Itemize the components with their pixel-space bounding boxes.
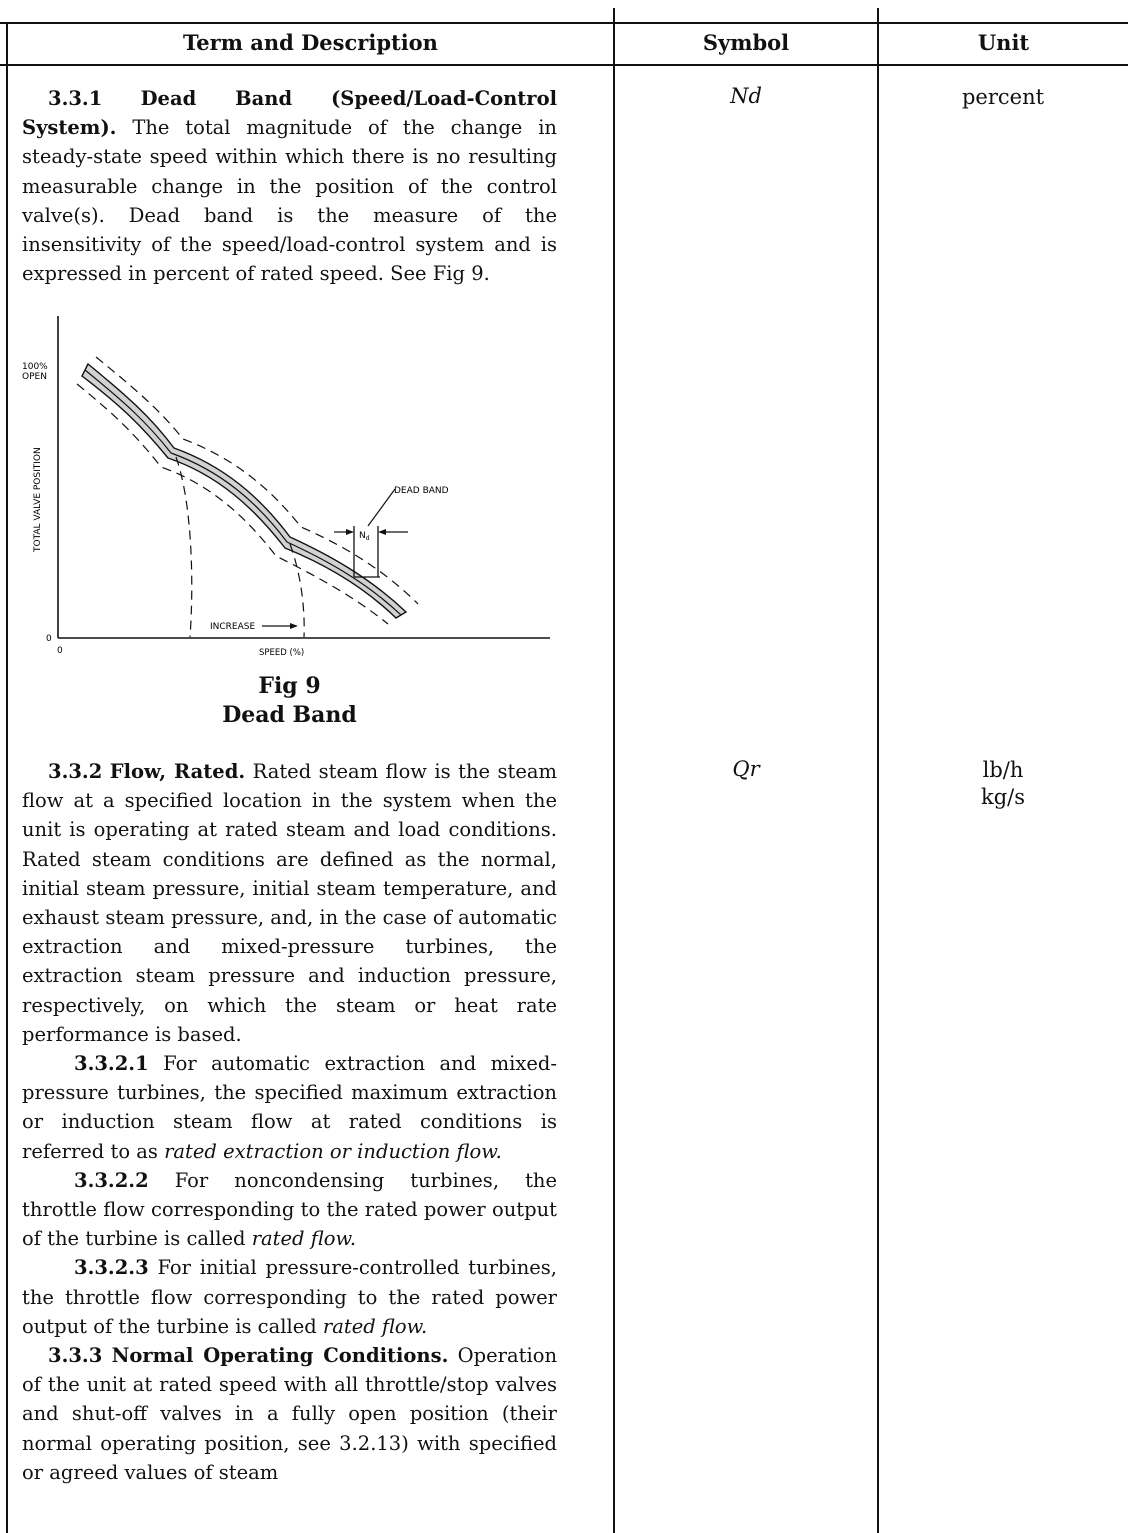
entry-text: Operation of the unit at rated speed wit…	[22, 1344, 557, 1484]
figure-caption-number: Fig 9	[258, 673, 321, 699]
unit-percent: percent	[961, 85, 1045, 109]
figure-caption: Fig 9 Dead Band	[22, 672, 557, 730]
subentry-3-3-2-1: 3.3.2.1 For automatic extraction and mix…	[22, 1049, 557, 1166]
column-rule-unit	[877, 8, 879, 1533]
table-header-rule	[0, 64, 1128, 66]
nd-label-sub: d	[366, 535, 370, 542]
dead-band-arrowhead-right	[378, 529, 386, 535]
header-unit: Unit	[977, 29, 1030, 55]
droop-dashed-line-1	[175, 456, 193, 638]
entry-3-3-3: 3.3.3 Normal Operating Conditions. Opera…	[22, 1341, 557, 1487]
entry-number: 3.3.1	[48, 87, 103, 110]
x-axis-label: SPEED (%)	[259, 648, 304, 658]
column-rule-symbol	[613, 8, 615, 1533]
y-top-label-1: 100%	[22, 362, 48, 372]
subentry-text: For initial pressure-controlled turbines…	[22, 1256, 558, 1338]
subentry-number: 3.3.2.1	[74, 1052, 149, 1076]
droop-dashed-line-2	[289, 543, 305, 638]
entry-title: Normal Operating Conditions.	[111, 1344, 449, 1368]
symbol-qr: Qr	[614, 757, 878, 781]
entry-title: Flow, Rated.	[109, 760, 246, 783]
entry-3-3-2: 3.3.2 Flow, Rated. Rated steam flow is t…	[22, 757, 557, 1487]
increase-arrowhead	[290, 623, 298, 629]
upper-dashed-curve	[95, 356, 419, 605]
symbol-main: Nd	[730, 84, 762, 108]
dead-band-arrowhead-left	[346, 529, 354, 535]
entry-number: 3.3.2	[48, 760, 103, 783]
subentry-text: For automatic extraction and mixed-press…	[22, 1052, 557, 1163]
unit-flow: lb/h kg/s	[878, 757, 1128, 811]
nd-label-main: N	[359, 531, 366, 541]
subentry-term: rated flow.	[251, 1227, 357, 1251]
entry-number: 3.3.3	[48, 1344, 103, 1368]
symbol-nd: Nd	[614, 84, 878, 108]
increase-label: INCREASE	[210, 622, 255, 632]
subentry-term: rated extraction or induction flow.	[164, 1139, 502, 1163]
symbol-main: Qr	[732, 757, 760, 781]
dead-band-label: DEAD BAND	[394, 486, 449, 496]
entry-text: The total magnitude of the change in ste…	[22, 116, 557, 286]
entry-title: Dead Band (Speed/Load-Control System).	[22, 87, 557, 140]
header-term: Term and Description	[183, 29, 438, 55]
entry-3-3-1: 3.3.1 Dead Band (Speed/Load-Control Syst…	[22, 84, 557, 288]
nd-label: Nd	[359, 531, 370, 542]
subentry-3-3-2-2: 3.3.2.2 For noncondensing turbines, the …	[22, 1166, 557, 1254]
y-axis-label: TOTAL VALVE POSITION	[33, 447, 43, 553]
subentry-number: 3.3.2.3	[74, 1256, 149, 1280]
header-symbol: Symbol	[702, 29, 790, 55]
y-top-label-2: OPEN	[22, 372, 47, 382]
subentry-3-3-2-3: 3.3.2.3 For initial pressure-controlled …	[22, 1253, 557, 1341]
subentry-term: rated flow.	[322, 1314, 428, 1338]
unit-line-lbh: lb/h	[982, 758, 1024, 782]
table-top-rule	[0, 22, 1128, 24]
table-left-rule	[6, 22, 8, 1533]
entry-paragraph: 3.3.2 Flow, Rated. Rated steam flow is t…	[22, 757, 557, 1049]
figure-caption-title: Dead Band	[222, 702, 357, 728]
dead-band-figure: 100% OPEN 0 0 TOTAL VALVE POSITION SPEED…	[22, 316, 550, 658]
entry-text: Rated steam flow is the steam flow at a …	[22, 760, 557, 1046]
subentry-text: For noncondensing turbines, the throttle…	[22, 1168, 557, 1251]
x-zero-label: 0	[57, 646, 63, 656]
y-zero-label: 0	[46, 634, 52, 644]
unit-line-kgs: kg/s	[980, 785, 1026, 809]
lower-dashed-curve	[76, 383, 389, 625]
subentry-number: 3.3.2.2	[74, 1168, 149, 1192]
dead-band-leader	[367, 488, 396, 527]
nominal-curve	[84, 369, 402, 616]
entry-paragraph: 3.3.1 Dead Band (Speed/Load-Control Syst…	[22, 84, 557, 288]
band-fill	[81, 362, 408, 619]
